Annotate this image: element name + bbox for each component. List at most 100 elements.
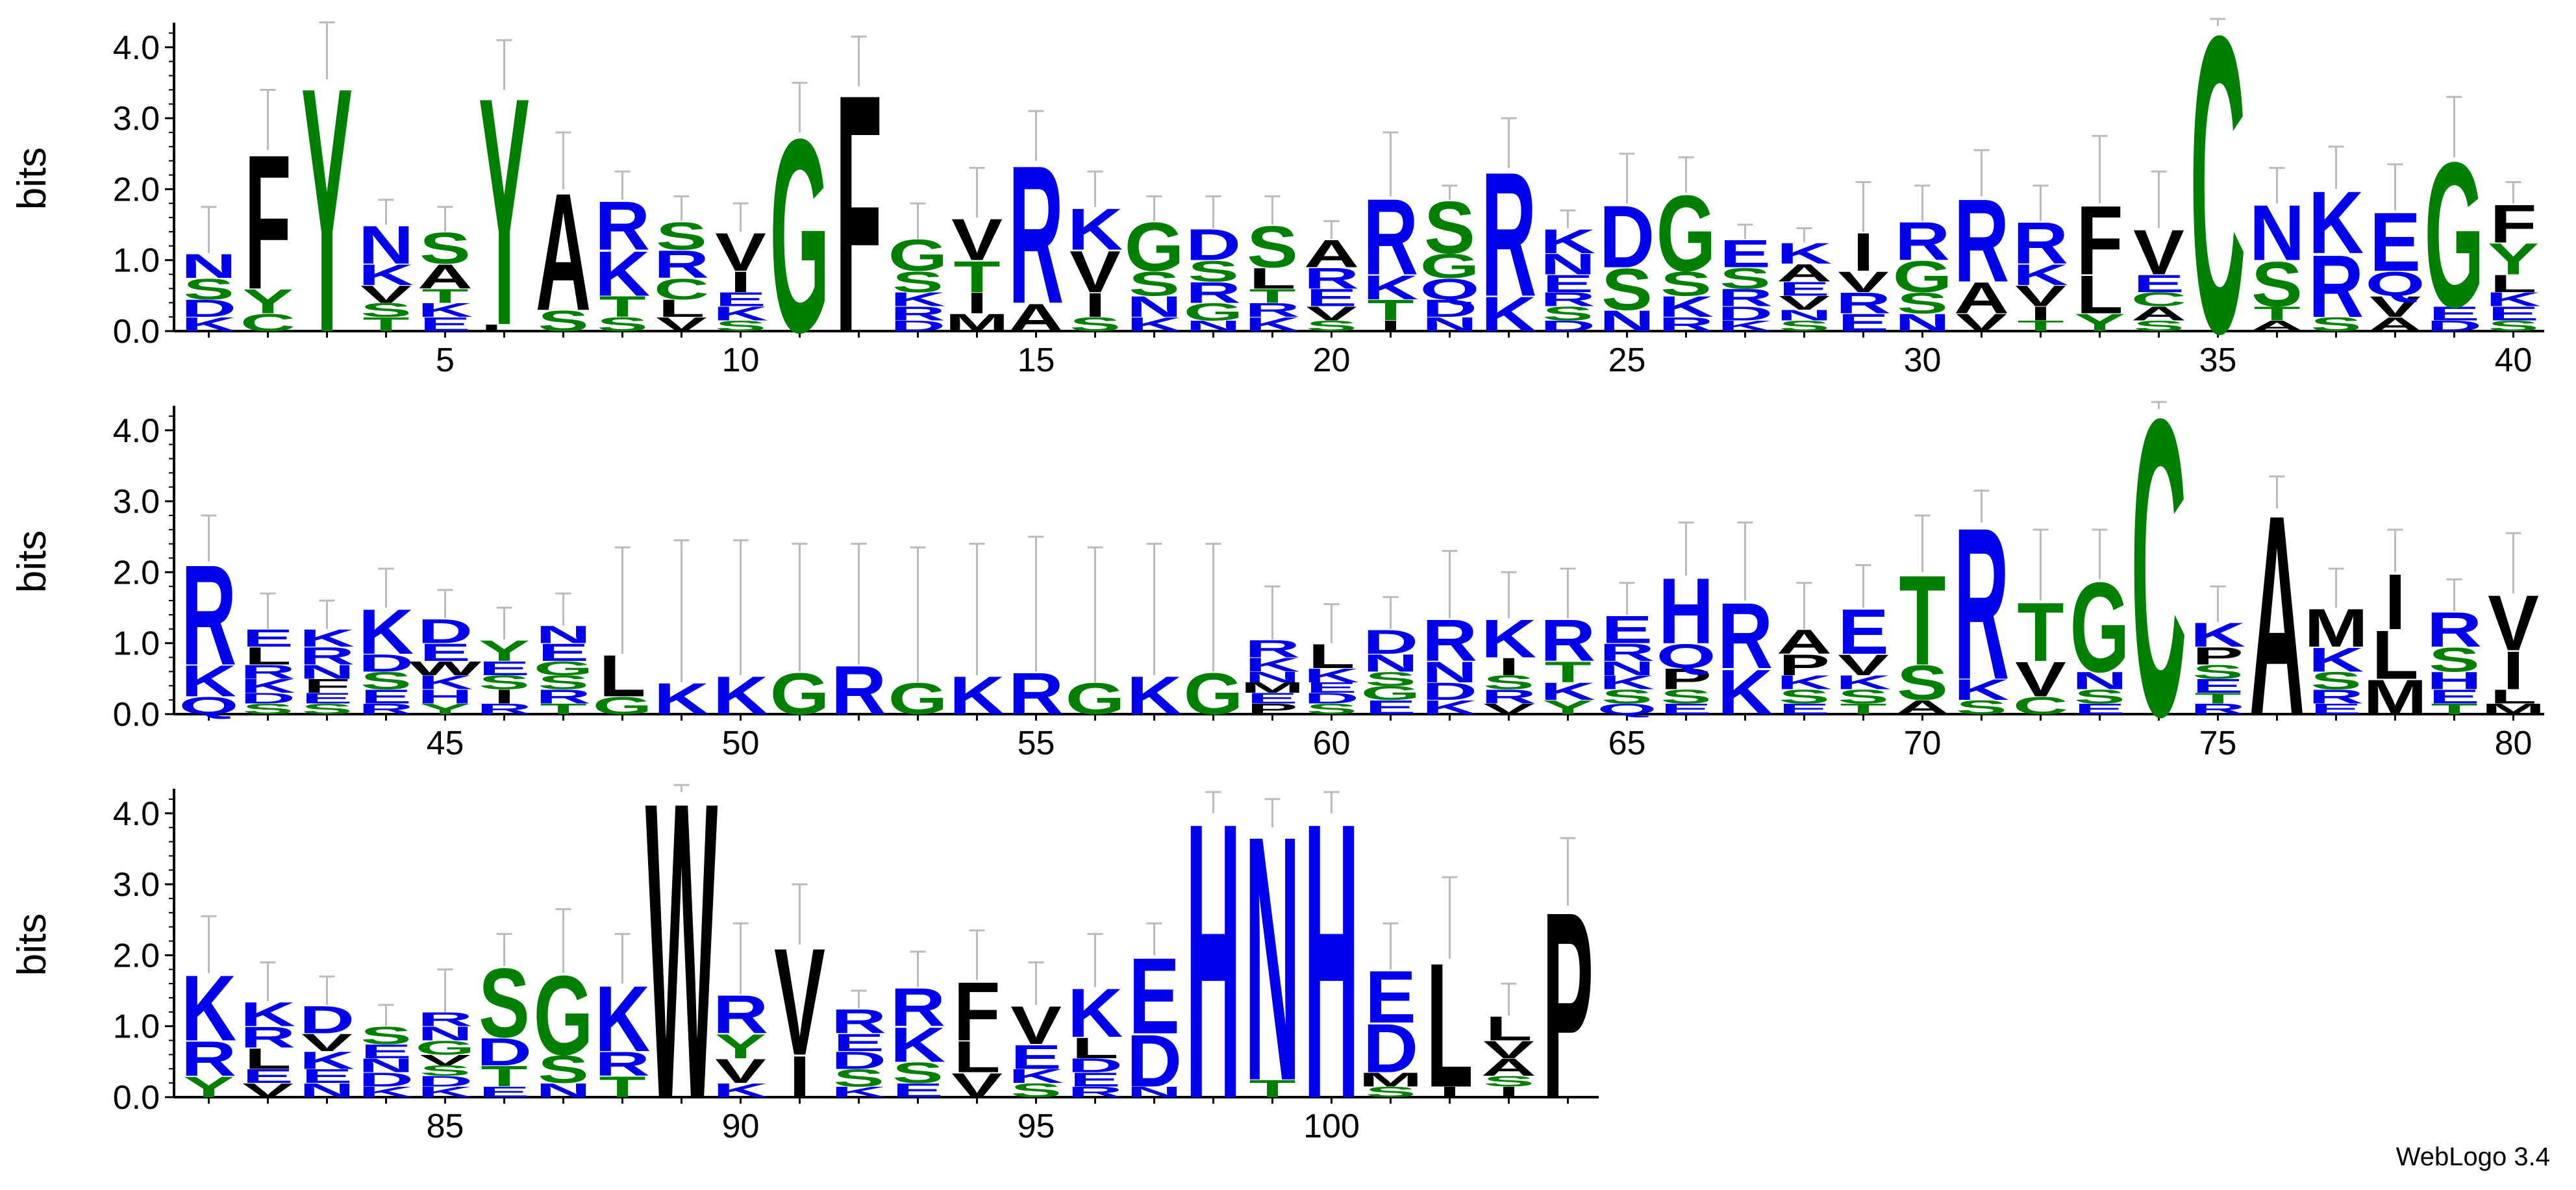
logo-letter-S: S	[1483, 672, 1534, 694]
logo-letter-V: V	[419, 1052, 471, 1068]
y-tick-label: 4.0	[113, 795, 160, 833]
logo-letter-R: R	[1718, 584, 1773, 688]
logo-letter-S: S	[2192, 661, 2244, 683]
logo-letter-G: G	[770, 82, 830, 390]
logo-letter-S: S	[2429, 641, 2480, 679]
logo-letter-L: L	[2371, 616, 2418, 693]
logo-letter-F: F	[2076, 185, 2123, 295]
logo-letter-R: R	[536, 686, 591, 708]
logo-letter-S: S	[1601, 257, 1653, 323]
logo-letter-R: R	[1304, 262, 1359, 295]
logo-letter-V: V	[242, 1080, 294, 1102]
logo-letter-R: R	[2308, 237, 2364, 336]
logo-letter-S: S	[1779, 318, 1830, 334]
logo-letter-K: K	[1718, 657, 1773, 728]
logo-letter-N: N	[1777, 307, 1832, 323]
logo-letter-M: M	[1358, 1069, 1422, 1091]
logo-letter-P: P	[1542, 856, 1594, 1154]
logo-letter-K: K	[1718, 318, 1773, 334]
logo-letter-V: V	[1483, 1036, 1534, 1063]
logo-letter-G: G	[534, 658, 594, 680]
logo-letter-N: N	[536, 1080, 591, 1102]
logo-letter-S: S	[479, 948, 530, 1058]
logo-letter-D: D	[1718, 303, 1773, 325]
logo-letter-K: K	[299, 1047, 355, 1074]
logo-letter-R: R	[831, 1002, 886, 1041]
logo-letter-R: R	[181, 536, 236, 695]
logo-letter-T: T	[1249, 285, 1295, 307]
y-tick-label: 3.0	[113, 483, 160, 521]
logo-letter-S: S	[1069, 314, 1121, 336]
logo-letter-T: T	[1367, 293, 1414, 327]
logo-letter-E: E	[2133, 270, 2184, 297]
logo-letter-K: K	[1245, 314, 1300, 336]
logo-letter-K: K	[1540, 678, 1595, 705]
logo-letter-T: T	[421, 285, 468, 307]
logo-letter-T: T	[1249, 1075, 1295, 1102]
x-tick-label: 80	[2495, 725, 2532, 762]
logo-letter-A: A	[1895, 697, 1950, 719]
logo-letter-N: N	[1422, 656, 1477, 689]
logo-letter-E: E	[1719, 232, 1771, 276]
logo-letter-D: D	[831, 1047, 886, 1074]
logo-letter-G: G	[2070, 556, 2130, 699]
logo-letter-N: N	[1127, 290, 1182, 323]
logo-letter-V: V	[301, 1029, 353, 1056]
logo-letter-V: V	[1838, 649, 1889, 682]
logo-letter-R: R	[1540, 289, 1595, 311]
logo-letter-R: R	[1658, 314, 1714, 336]
logo-letter-V: V	[1779, 292, 1830, 314]
logo-letter-K: K	[1777, 672, 1832, 694]
logo-letter-T: T	[1840, 701, 1886, 717]
logo-letter-L: L	[481, 322, 527, 333]
logo-letter-V: V	[2015, 652, 2066, 708]
logo-letter-T: T	[2431, 701, 2477, 717]
logo-letter-Y: Y	[479, 634, 530, 667]
logo-letter-F: F	[303, 675, 350, 697]
logo-letter-K: K	[418, 1084, 473, 1100]
logo-letter-K: K	[713, 1080, 768, 1102]
logo-letter-K: K	[181, 314, 236, 336]
logo-letter-E: E	[2429, 303, 2480, 325]
logo-letter-K: K	[1540, 222, 1595, 260]
logo-letter-V: V	[1838, 266, 1889, 299]
logo-letter-K: K	[358, 258, 414, 291]
logo-letter-E: E	[2370, 195, 2421, 289]
logo-letter-D: D	[418, 612, 473, 651]
logo-letter-M: M	[945, 309, 1008, 336]
logo-letter-A: A	[2131, 303, 2186, 325]
logo-letter-R: R	[2013, 211, 2068, 277]
logo-letter-E: E	[2429, 686, 2480, 708]
logo-letter-E: E	[892, 1080, 944, 1102]
logo-letter-E: E	[1660, 701, 1712, 717]
logo-letter-G: G	[1657, 173, 1716, 294]
logo-letter-N: N	[1599, 304, 1655, 338]
logo-letter-P: P	[2192, 642, 2244, 669]
logo-letter-V: V	[360, 280, 412, 308]
logo-letter-K: K	[654, 675, 709, 724]
logo-letter-S: S	[1779, 686, 1830, 708]
x-tick-label: 55	[1018, 725, 1055, 762]
logo-letter-K: K	[1599, 672, 1655, 694]
logo-letter-V: V	[1483, 701, 1534, 717]
logo-letter-K: K	[299, 625, 355, 652]
logo-letter-H: H	[1658, 558, 1714, 663]
logo-letter-E: E	[1129, 935, 1180, 1056]
logo-letter-C: C	[654, 273, 709, 306]
logo-letter-R: R	[1422, 608, 1477, 674]
logo-letter-R: R	[181, 1032, 236, 1087]
logo-letter-R: R	[1836, 286, 1891, 319]
logo-letter-E: E	[1247, 690, 1298, 706]
x-tick-label: 20	[1313, 341, 1351, 379]
logo-letter-K: K	[713, 303, 768, 325]
logo-letter-E: E	[1010, 1038, 1062, 1076]
logo-row-2: bits0.01.02.03.04.0QKRSDKRLESEFNRKRESDK4…	[10, 331, 2545, 804]
x-tick-label: 40	[2495, 341, 2532, 379]
logo-letter-G: G	[1184, 298, 1244, 325]
logo-letter-Y: Y	[2074, 309, 2125, 336]
logo-letter-K: K	[890, 289, 945, 311]
logo-letter-I: I	[966, 286, 988, 319]
logo-letter-V: V	[656, 314, 707, 336]
logo-letter-H: H	[418, 686, 473, 708]
